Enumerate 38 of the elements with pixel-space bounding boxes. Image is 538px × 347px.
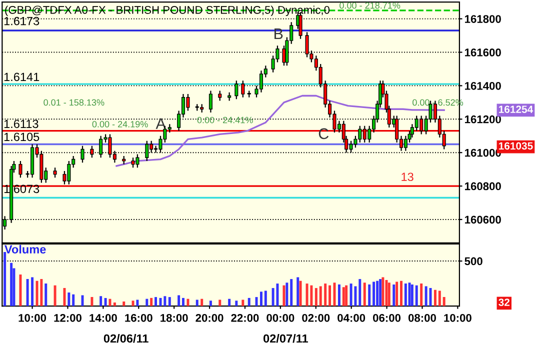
annotation: 0.00 - 24.19%	[92, 121, 148, 128]
x-tick-label: 10:00	[444, 314, 472, 322]
y-tick-label: 161600	[465, 48, 501, 56]
annotation: 0.01 - 158.13%	[44, 99, 104, 106]
annotation: 0.00 - 24.41%	[197, 116, 253, 124]
y-tick-label: 161400	[465, 82, 501, 90]
chart-title: Volume	[4, 244, 46, 254]
annotation: A	[156, 118, 166, 129]
y-tick-label: 160600	[465, 216, 501, 224]
annotation: 1.6113	[4, 120, 38, 128]
y-tick-label: 161800	[465, 15, 501, 23]
annotation: 1.6105	[4, 132, 40, 142]
y-tick-label: 161200	[465, 115, 501, 124]
x-tick-label: 00:00	[266, 314, 294, 322]
annotation: C	[318, 128, 329, 140]
text: 02/07/11	[263, 334, 308, 343]
text: 02/06/11	[104, 334, 148, 343]
x-tick-label: 04:00	[338, 314, 366, 322]
annotation: 1.6173	[4, 16, 40, 26]
x-tick-label: 12:00	[54, 314, 82, 322]
x-tick-label: 02:00	[302, 314, 330, 322]
annotation: 1.6141	[4, 72, 40, 82]
text: 161254	[498, 106, 534, 114]
y-tick-label: 160800	[465, 182, 501, 190]
x-tick-label: 22:00	[231, 314, 259, 322]
x-tick-label: 10:00	[18, 314, 46, 322]
x-tick-label: 06:00	[373, 314, 401, 322]
x-tick-label: 08:00	[408, 314, 436, 322]
x-tick-label: 20:00	[196, 314, 224, 322]
text: 161035	[498, 142, 533, 150]
x-tick-label: 16:00	[125, 314, 152, 322]
text: 32	[498, 298, 510, 306]
annotation: 13	[402, 172, 414, 182]
x-tick-label: 18:00	[160, 314, 188, 322]
y-tick-label: 500	[464, 257, 482, 266]
annotation: 0.00 - 218.71%	[340, 2, 400, 9]
annotation: B	[274, 28, 283, 40]
x-tick-label: 14:00	[90, 314, 117, 322]
